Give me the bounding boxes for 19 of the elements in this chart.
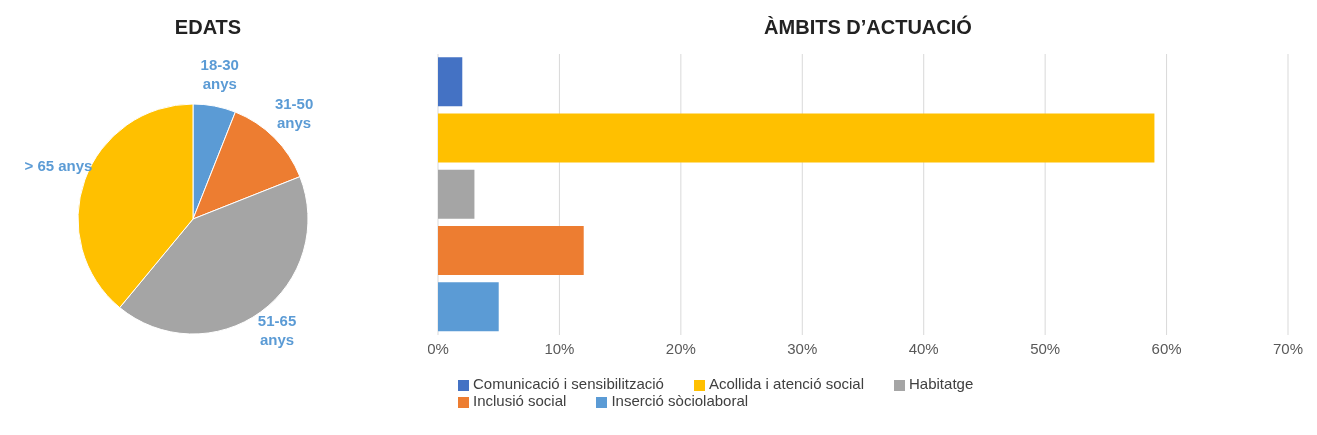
chart-title: EDATS: [173, 16, 243, 39]
legend-label: Inserció sòciolaboral: [611, 392, 749, 409]
legend-label: Comunicació i sensibilització: [473, 375, 664, 392]
slice-label: 18-30 anys: [200, 55, 239, 92]
chart-title: ÀMBITS D’ACTUACIÓ: [763, 16, 973, 39]
slice-label: > 65 anys: [24, 156, 93, 174]
x-tick-label: 10%: [544, 339, 575, 357]
x-tick-label: 40%: [908, 339, 939, 357]
x-tick-label: 50%: [1030, 339, 1061, 357]
slice-label: 31-50 anys: [274, 94, 314, 131]
x-tick-label: 0%: [427, 339, 449, 357]
x-tick-label: 60%: [1151, 339, 1182, 357]
legend-label: Habitatge: [909, 375, 974, 392]
slice-label: 51-65 anys: [257, 311, 297, 348]
x-tick-label: 70%: [1272, 339, 1304, 357]
legend-label: Inclusió social: [473, 392, 567, 409]
legend-label: Acollida i atenció social: [708, 375, 865, 392]
x-tick-label: 30%: [787, 339, 818, 357]
x-tick-label: 20%: [665, 339, 696, 357]
